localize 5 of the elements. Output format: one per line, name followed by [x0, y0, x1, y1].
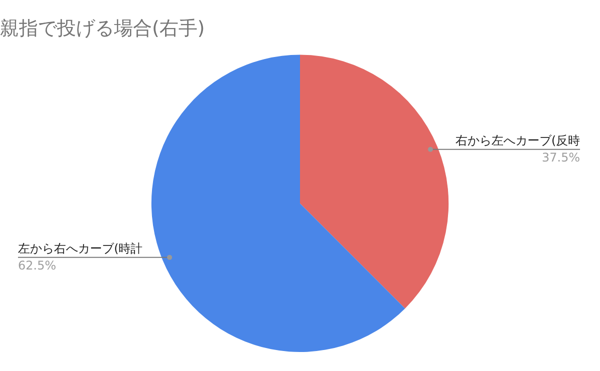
slice-label: 右から左へカーブ(反時 [455, 134, 580, 148]
chart-title: 親指で投げる場合(右手) [0, 17, 205, 40]
data-label: 62.5% [18, 258, 56, 273]
data-label: 37.5% [542, 150, 580, 164]
slice-label: 左から右へカーブ(時計 [18, 242, 143, 256]
